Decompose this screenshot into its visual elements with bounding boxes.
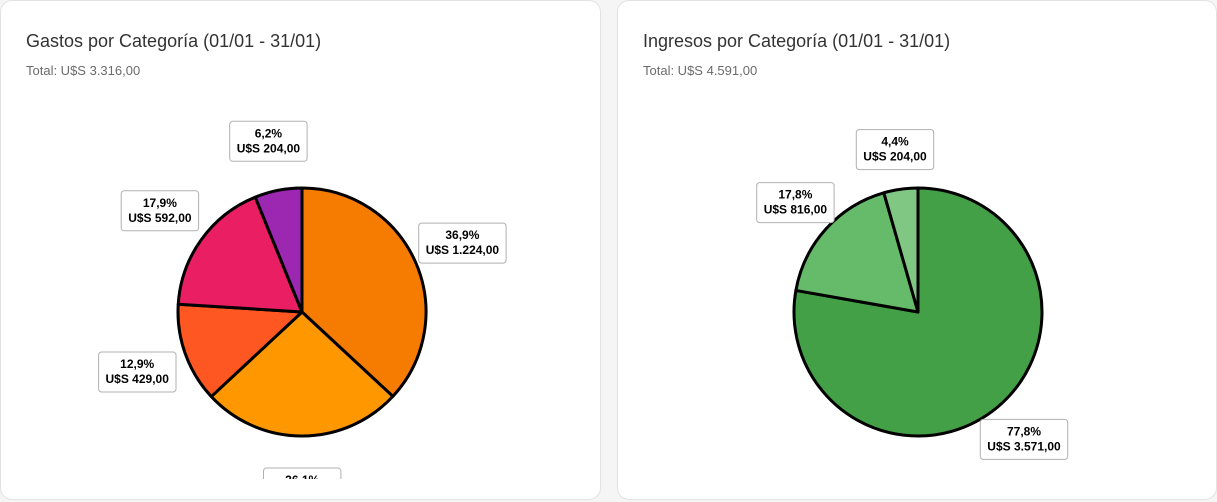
expenses-pie-slice-4[interactable] <box>176 195 304 314</box>
income-pie-slice-2[interactable] <box>794 191 920 314</box>
income-slice-amount-2: U$S 816,00 <box>764 203 828 217</box>
expenses-pie-slice-5[interactable] <box>253 186 304 314</box>
expenses-slice-amount-4: U$S 592,00 <box>128 211 192 225</box>
expenses-slice-label-3: 12,9%U$S 429,00 <box>98 351 177 393</box>
income-chart-title: Ingresos por Categoría (01/01 - 31/01) <box>643 31 951 51</box>
expenses-slice-amount-5: U$S 204,00 <box>237 141 301 155</box>
expenses-slice-label-box-3 <box>98 351 177 393</box>
income-pie-slice-3[interactable] <box>882 186 920 314</box>
expenses-slice-label-box-1 <box>418 222 507 264</box>
expenses-slice-label-box-5 <box>229 120 308 162</box>
income-slice-amount-3: U$S 204,00 <box>863 150 927 164</box>
expenses-slice-label-box-4 <box>120 190 200 232</box>
expenses-pie-slice-2[interactable] <box>209 310 395 438</box>
income-slice-label-box-3 <box>855 129 935 171</box>
expenses-chart-card: Gastos por Categoría (01/01 - 31/01) Tot… <box>0 0 601 500</box>
expenses-slice-label-5: 6,2%U$S 204,00 <box>229 120 308 162</box>
income-slice-label-2: 17,8%U$S 816,00 <box>756 182 835 224</box>
income-slice-percent-1: 77,8% <box>1007 424 1041 438</box>
income-chart-card: Ingresos por Categoría (01/01 - 31/01) T… <box>617 0 1217 500</box>
expenses-slice-label-2: 26,1%U$S 867,00 <box>263 467 342 479</box>
income-slice-label-1: 77,8%U$S 3.571,00 <box>979 418 1069 460</box>
expenses-slice-percent-3: 12,9% <box>120 357 154 371</box>
expenses-slice-amount-3: U$S 429,00 <box>106 372 170 386</box>
expenses-chart-title: Gastos por Categoría (01/01 - 31/01) <box>26 31 322 51</box>
expenses-slice-label-4: 17,9%U$S 592,00 <box>120 190 200 232</box>
expenses-pie-slice-3[interactable] <box>176 302 304 399</box>
income-slice-label-box-2 <box>756 182 835 224</box>
expenses-slice-percent-1: 36,9% <box>445 228 479 242</box>
income-slice-amount-1: U$S 3.571,00 <box>987 439 1061 453</box>
income-slice-percent-3: 4,4% <box>881 135 909 149</box>
expenses-slice-percent-2: 26,1% <box>285 473 319 479</box>
expenses-pie-slice-1[interactable] <box>300 186 428 398</box>
income-total: Total: U$S 4.591,00 <box>643 63 758 78</box>
expenses-slice-label-1: 36,9%U$S 1.224,00 <box>418 222 507 264</box>
expenses-slice-label-box-2 <box>263 467 342 479</box>
expenses-total: Total: U$S 3.316,00 <box>26 63 141 78</box>
expenses-slice-percent-5: 6,2% <box>255 126 283 140</box>
expenses-slice-percent-4: 17,9% <box>143 196 177 210</box>
income-slice-label-3: 4,4%U$S 204,00 <box>855 129 935 171</box>
expenses-slice-amount-1: U$S 1.224,00 <box>426 243 500 257</box>
expenses-pie-chart: 36,9%U$S 1.224,0026,1%U$S 867,0012,9%U$S… <box>98 120 507 479</box>
income-slice-percent-2: 17,8% <box>778 188 812 202</box>
income-slice-label-box-1 <box>979 418 1069 460</box>
